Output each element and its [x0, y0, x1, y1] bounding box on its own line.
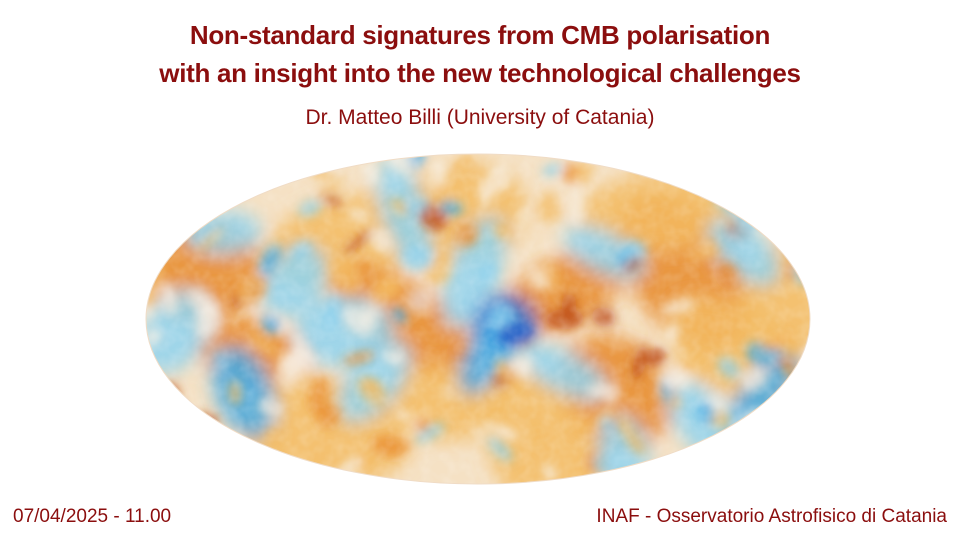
map-texture-blob — [739, 167, 767, 195]
cmb-polarisation-mollweide-map-icon — [145, 153, 811, 485]
map-texture-blob — [752, 154, 772, 174]
map-texture-blob — [643, 472, 667, 484]
map-texture-blob — [152, 213, 174, 227]
venue-name: INAF - Osservatorio Astrofisico di Catan… — [596, 506, 947, 527]
map-texture-blob — [199, 437, 229, 453]
slide-title: Non-standard signatures from CMB polaris… — [0, 16, 960, 92]
map-texture-blob — [156, 451, 172, 484]
map-texture-blob — [197, 449, 213, 461]
map-texture-blob — [731, 444, 755, 480]
map-texture-blob — [190, 453, 220, 483]
map-texture-blob — [248, 472, 268, 484]
date-time: 07/04/2025 - 11.00 — [13, 506, 172, 527]
map-texture-blob — [167, 193, 193, 217]
map-texture-blob — [146, 379, 163, 403]
map-texture-blob — [161, 394, 175, 414]
title-line-1: Non-standard signatures from CMB polaris… — [189, 20, 771, 50]
map-texture-blob — [725, 164, 753, 180]
map-texture-blob — [174, 157, 202, 177]
speaker-name: Dr. Matteo Billi (University of Catania) — [305, 106, 655, 129]
cmb-map-image — [144, 152, 812, 486]
title-line-2: with an insight into the new technologic… — [159, 58, 801, 88]
map-texture-blob — [723, 432, 747, 466]
map-texture-blob — [206, 157, 238, 179]
map-texture-blob — [762, 443, 798, 467]
map-texture-blob — [222, 455, 250, 484]
map-texture-blob — [193, 187, 207, 201]
map-texture-blob — [770, 406, 798, 436]
map-texture-blob — [794, 431, 810, 449]
map-texture-blob — [184, 156, 196, 180]
map-texture-blob — [218, 161, 238, 185]
map-texture-blob — [285, 154, 311, 164]
map-texture-blob — [701, 452, 725, 466]
